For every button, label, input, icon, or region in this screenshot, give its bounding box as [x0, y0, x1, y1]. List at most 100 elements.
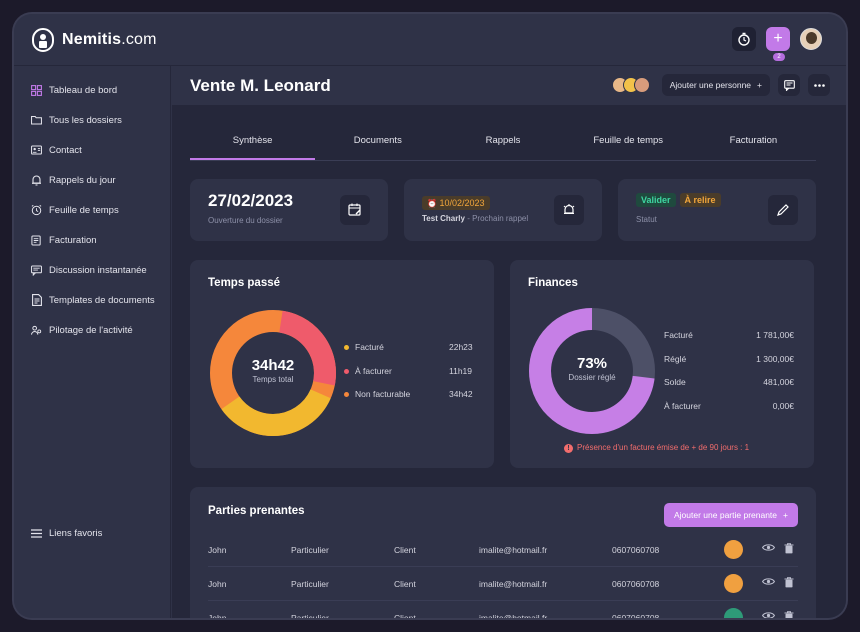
bell-icon	[31, 175, 42, 186]
status-label: Statut	[636, 215, 657, 224]
alarm-icon: ⏰	[427, 199, 437, 208]
plus-icon: +	[783, 510, 788, 520]
alarm-bell-icon	[563, 204, 575, 215]
more-dots-icon	[813, 83, 825, 87]
cell-phone: 0607060708	[612, 545, 660, 555]
sidebar-item-label: Facturation	[49, 234, 97, 246]
timer-button[interactable]	[732, 27, 756, 51]
color-indicator	[724, 540, 743, 559]
add-stakeholder-button[interactable]: Ajouter une partie prenante +	[664, 503, 798, 527]
sidebar-item-label: Discussion instantanée	[49, 264, 147, 276]
cell-type: Particulier	[291, 545, 329, 555]
quick-add-button[interactable]: + 2	[766, 27, 790, 61]
folder-icon	[31, 115, 42, 126]
chat-icon	[783, 79, 795, 91]
status-valider-chip[interactable]: Valider	[636, 193, 676, 207]
grid-icon	[31, 84, 42, 96]
plus-icon: +	[757, 80, 762, 90]
segment-facture	[210, 310, 336, 436]
legend-label: À facturer	[355, 365, 392, 376]
cell-email: imalite@hotmail.fr	[479, 613, 548, 618]
cell-role: Client	[394, 545, 416, 555]
legend-item: Non facturable 34h42	[344, 389, 479, 399]
table-row[interactable]: John Particulier Client imalite@hotmail.fr 0…	[208, 533, 798, 567]
tab-3[interactable]: Feuille de temps	[593, 135, 664, 146]
brand-name: Nemitis.com	[62, 31, 157, 48]
delete-trash-icon[interactable]	[784, 577, 794, 590]
sidebar-item-label: Contact	[49, 144, 82, 156]
table-row[interactable]: John Particulier Client imalite@hotmail.fr 0…	[208, 567, 798, 601]
legend-label: Non facturable	[355, 389, 411, 399]
plus-icon: +	[773, 30, 783, 47]
total-time-label: Temps total	[252, 375, 294, 384]
cell-name: John	[208, 613, 227, 618]
sidebar-item-favorites[interactable]: Liens favoris	[14, 518, 102, 548]
legend-dot	[344, 368, 349, 374]
logo-icon	[32, 28, 54, 52]
cell-type: Particulier	[291, 613, 329, 618]
cell-email: imalite@hotmail.fr	[479, 545, 548, 555]
tab-4[interactable]: Facturation	[729, 135, 778, 146]
next-reminder-card: ⏰ 10/02/2023 Test Charly - Prochain rapp…	[404, 179, 602, 241]
color-indicator	[724, 608, 743, 618]
top-bar: Nemitis.com + 2	[14, 14, 846, 66]
delete-trash-icon[interactable]	[784, 611, 794, 618]
stopwatch-icon	[738, 32, 750, 46]
reminder-button[interactable]	[554, 195, 584, 225]
alert-icon: !	[564, 444, 573, 453]
time-spent-card: Temps passé 34h42 Temps total Facturé 22h…	[190, 260, 494, 468]
menu-icon	[31, 528, 42, 539]
finance-row: Facturé 1 781,00€	[664, 330, 794, 340]
legend-value: 22h23	[449, 342, 473, 352]
paid-percent: 73%	[576, 355, 608, 372]
reminder-date-chip: ⏰ 10/02/2023	[422, 196, 490, 210]
opening-date-card: 27/02/2023 Ouverture du dossier	[190, 179, 388, 241]
reminder-info: Test Charly - Prochain rappel	[422, 214, 529, 223]
paid-percent-label: Dossier réglé	[568, 373, 616, 382]
finances-title: Finances	[528, 277, 578, 289]
finance-label: Solde	[664, 377, 686, 387]
edit-status-button[interactable]	[768, 195, 798, 225]
status-relire-chip[interactable]: À relire	[679, 193, 721, 207]
calendar-edit-icon	[348, 203, 361, 216]
view-eye-icon[interactable]	[761, 611, 776, 618]
sidebar-item-2[interactable]: Contact	[14, 135, 170, 165]
table-row[interactable]: John Particulier Client imalite@hotmail.fr 0…	[208, 601, 798, 618]
tab-2[interactable]: Rappels	[485, 135, 521, 146]
cell-email: imalite@hotmail.fr	[479, 579, 548, 589]
tab-bar: Synthèse Documents Rappels Feuille de temps…	[190, 132, 816, 161]
opening-date: 27/02/2023	[208, 191, 294, 210]
tab-1[interactable]: Documents	[353, 135, 402, 146]
add-person-button[interactable]: Ajouter une personne +	[661, 74, 770, 96]
view-eye-icon[interactable]	[761, 577, 776, 588]
sidebar-item-4[interactable]: Feuille de temps	[14, 195, 170, 225]
sidebar-item-0[interactable]: Tableau de bord	[14, 75, 170, 105]
sidebar-item-3[interactable]: Rappels du jour	[14, 165, 170, 195]
sidebar-item-1[interactable]: Tous les dossiers	[14, 105, 170, 135]
avatar	[633, 77, 650, 93]
sidebar-item-8[interactable]: Pilotage de l'activité	[14, 315, 170, 345]
chat-button[interactable]	[778, 74, 800, 96]
finance-row: Réglé 1 300,00€	[664, 354, 794, 364]
pencil-icon	[777, 204, 789, 216]
cell-phone: 0607060708	[612, 579, 660, 589]
legend-item: À facturer 11h19	[344, 366, 479, 376]
sidebar-item-7[interactable]: Templates de documents	[14, 285, 170, 315]
participants-avatars[interactable]	[611, 77, 650, 93]
view-eye-icon[interactable]	[761, 543, 776, 554]
overdue-invoice-warning: ! Présence d'un facture émise de + de 90 …	[564, 443, 749, 453]
finance-value: 481,00€	[763, 377, 794, 387]
sidebar-item-6[interactable]: Discussion instantanée	[14, 255, 170, 285]
sidebar-item-label: Rappels du jour	[49, 174, 116, 186]
edit-date-button[interactable]	[340, 195, 370, 225]
sidebar-item-5[interactable]: Facturation	[14, 225, 170, 255]
sidebar-item-label: Templates de documents	[49, 294, 155, 306]
sidebar-item-label: Liens favoris	[49, 527, 103, 539]
logo[interactable]: Nemitis.com	[32, 28, 157, 52]
notification-badge: 2	[773, 53, 785, 61]
legend-label: Facturé	[355, 342, 384, 352]
delete-trash-icon[interactable]	[784, 543, 794, 556]
tab-0[interactable]: Synthèse	[190, 132, 316, 160]
user-avatar[interactable]	[800, 28, 822, 50]
more-button[interactable]	[808, 74, 830, 96]
